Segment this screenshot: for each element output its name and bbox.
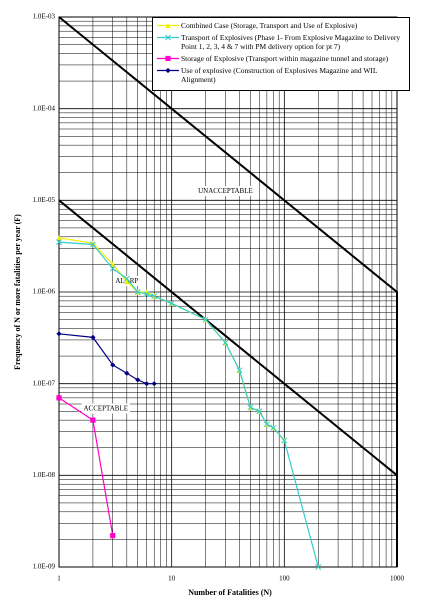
marker [90, 417, 96, 423]
x-tick-label: 1 [57, 575, 61, 583]
legend-label: Transport of Explosives (Phase 1- From E… [181, 33, 401, 51]
marker [168, 300, 175, 307]
legend-swatch [157, 22, 179, 29]
y-tick-label: 1.0E-03 [33, 13, 56, 21]
marker [110, 261, 116, 268]
marker [144, 381, 150, 387]
marker [281, 437, 288, 444]
legend-swatch [157, 34, 179, 41]
legend-swatch [157, 67, 179, 74]
series-line [58, 333, 155, 385]
marker [56, 239, 62, 246]
marker [123, 275, 130, 282]
x-tick-label: 1000 [390, 575, 405, 583]
marker [270, 424, 277, 431]
marker [165, 55, 171, 62]
series-line [58, 397, 114, 536]
legend-entry: Combined Case (Storage, Transport and Us… [155, 21, 407, 30]
marker [151, 381, 157, 387]
marker [135, 377, 141, 383]
marker [109, 265, 116, 272]
y-tick-label: 1.0E-06 [33, 288, 56, 296]
legend-entry: Use of explosive (Construction of Explos… [155, 66, 407, 84]
marker [263, 421, 270, 428]
annotation-bg [81, 403, 131, 414]
marker [165, 34, 171, 41]
legend-label: Storage of Explosive (Transport within m… [181, 54, 389, 63]
marker [56, 235, 62, 241]
marker [236, 367, 243, 374]
y-tick-label: 1.0E-08 [33, 471, 56, 479]
marker [110, 533, 116, 539]
x-tick-label: 10 [168, 575, 176, 583]
marker [89, 241, 96, 248]
legend-entry: Storage of Explosive (Transport within m… [155, 54, 407, 63]
annotation-bg [196, 186, 255, 197]
marker [110, 362, 116, 368]
marker [165, 22, 171, 29]
marker [90, 334, 96, 340]
marker [56, 395, 62, 401]
marker [247, 404, 254, 411]
annotation: UNACCEPTABLE [198, 187, 253, 195]
limit-line [58, 199, 398, 477]
legend: Combined Case (Storage, Transport and Us… [152, 17, 410, 91]
marker [151, 293, 158, 300]
y-tick-label: 1.0E-09 [33, 563, 56, 571]
marker [315, 564, 322, 570]
x-tick-label: 100 [279, 575, 290, 583]
legend-swatch [157, 55, 179, 62]
marker [165, 67, 171, 74]
marker [56, 331, 62, 337]
marker [143, 291, 150, 297]
annotation: ACCEPTABLE [83, 405, 128, 413]
y-axis-label: Frequency of N or more fatalities per ye… [13, 214, 22, 370]
marker [256, 408, 263, 415]
y-tick-label: 1.0E-05 [33, 196, 56, 204]
marker [202, 316, 209, 323]
x-axis-label: Number of Fatalities (N) [188, 588, 272, 597]
y-tick-label: 1.0E-07 [33, 379, 56, 387]
marker [124, 370, 130, 376]
y-tick-label: 1.0E-04 [33, 104, 56, 112]
marker [222, 339, 229, 346]
legend-entry: Transport of Explosives (Phase 1- From E… [155, 33, 407, 51]
legend-label: Use of explosive (Construction of Explos… [181, 66, 378, 84]
marker [124, 278, 130, 285]
marker [134, 289, 141, 295]
legend-label: Combined Case (Storage, Transport and Us… [181, 21, 358, 30]
